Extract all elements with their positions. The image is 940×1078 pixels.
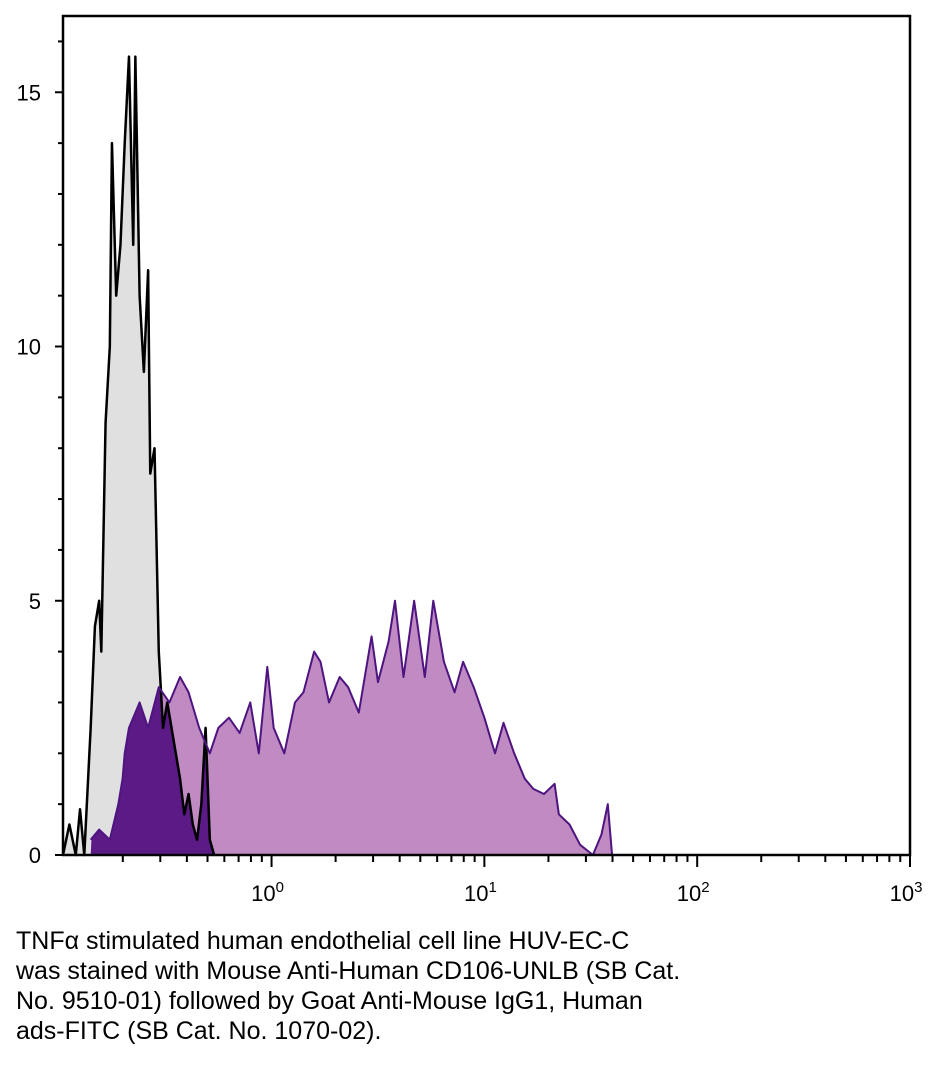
x-tick-label: 101 <box>464 879 497 906</box>
x-tick-label: 103 <box>890 879 923 906</box>
caption-line: was stained with Mouse Anti-Human CD106-… <box>16 957 681 985</box>
caption-line: No. 9510-01) followed by Goat Anti-Mouse… <box>16 987 643 1015</box>
caption-line: TNFα stimulated human endothelial cell l… <box>16 927 630 955</box>
x-tick-label: 100 <box>251 879 284 906</box>
caption-line: ads-FITC (SB Cat. No. 1070-02). <box>16 1017 382 1045</box>
x-tick-label: 102 <box>677 879 710 906</box>
stained-area <box>90 600 613 855</box>
control-area <box>63 56 215 856</box>
histogram-chart: 0 5 10 15 100 101 102 103 <box>17 14 923 906</box>
y-tick-label: 0 <box>29 843 41 868</box>
y-tick-label: 10 <box>17 335 41 360</box>
stained-line <box>89 599 614 856</box>
figure-caption: TNFα stimulated human endothelial cell l… <box>16 926 916 1046</box>
y-tick-label: 15 <box>17 80 41 105</box>
plot-frame <box>61 14 912 857</box>
control-line <box>61 55 216 857</box>
y-tick-label: 5 <box>29 589 41 614</box>
